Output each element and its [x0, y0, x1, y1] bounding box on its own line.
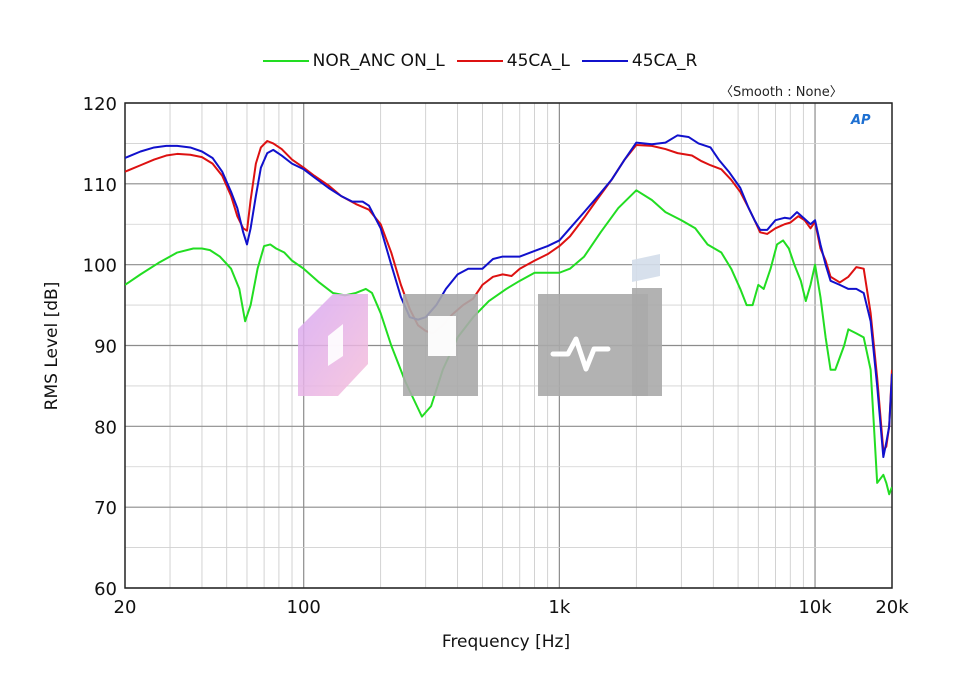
legend-item-45ca-l: 45CA_L	[456, 51, 570, 71]
legend-item-45ca-r: 45CA_R	[581, 51, 698, 71]
y-tick-label: 70	[94, 498, 117, 519]
y-tick-label: 80	[94, 417, 117, 438]
plot-frame	[124, 102, 893, 589]
x-tick-label: 100	[287, 597, 321, 618]
y-tick-label: 100	[83, 256, 117, 277]
legend-swatch-45ca-r	[581, 60, 628, 62]
legend-item-nor-anc: NOR_ANC ON_L	[262, 51, 445, 71]
y-axis-label: RMS Level [dB]	[42, 281, 62, 411]
tick-labels: 60 70 80 90 100 110 120 20 100 1k 10k 20k	[83, 94, 910, 618]
x-tick-label: 1k	[548, 597, 570, 618]
y-tick-label: 90	[94, 337, 117, 358]
series-line-45ca-l	[125, 139, 892, 452]
x-tick-label: 20k	[875, 597, 909, 618]
series-line-nor-anc-on-l	[125, 189, 892, 496]
smoothing-note: 〈Smooth : None〉	[720, 85, 843, 100]
legend-swatch-45ca-l	[456, 60, 503, 62]
y-tick-label: 120	[83, 94, 117, 115]
legend-label-45ca-r: 45CA_R	[631, 51, 698, 71]
legend-label-nor-anc: NOR_ANC ON_L	[312, 51, 445, 71]
y-tick-label: 60	[94, 579, 117, 600]
series-group	[125, 134, 892, 496]
x-tick-label: 20	[114, 597, 137, 618]
legend-swatch-nor-anc	[262, 60, 309, 62]
legend-label-45ca-l: 45CA_L	[506, 51, 570, 71]
y-tick-label: 110	[83, 175, 117, 196]
grid	[124, 102, 893, 589]
ap-logo: AP	[851, 113, 871, 128]
legend: NOR_ANC ON_L 45CA_L 45CA_R	[0, 48, 960, 74]
x-tick-label: 10k	[798, 597, 832, 618]
series-line-45ca-r	[125, 134, 892, 459]
x-axis-label: Frequency [Hz]	[441, 632, 571, 652]
